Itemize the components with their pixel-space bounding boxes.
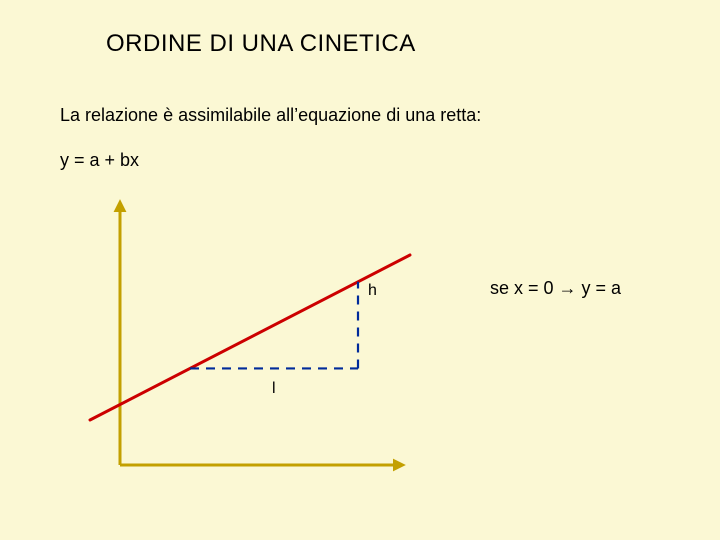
slide-title: ORDINE DI UNA CINETICA [106, 30, 416, 58]
regression-line [90, 255, 410, 420]
label-l: l [272, 380, 276, 397]
slide: { "title": "ORDINE DI UNA CINETICA", "su… [0, 0, 720, 540]
label-h: h [368, 282, 377, 299]
annotation-text: se x = 0 → y = a [490, 278, 621, 299]
linear-diagram: h l [60, 195, 500, 495]
equation-text: y = a + bx [60, 150, 139, 171]
subtitle-text: La relazione è assimilabile all’equazion… [60, 105, 481, 126]
